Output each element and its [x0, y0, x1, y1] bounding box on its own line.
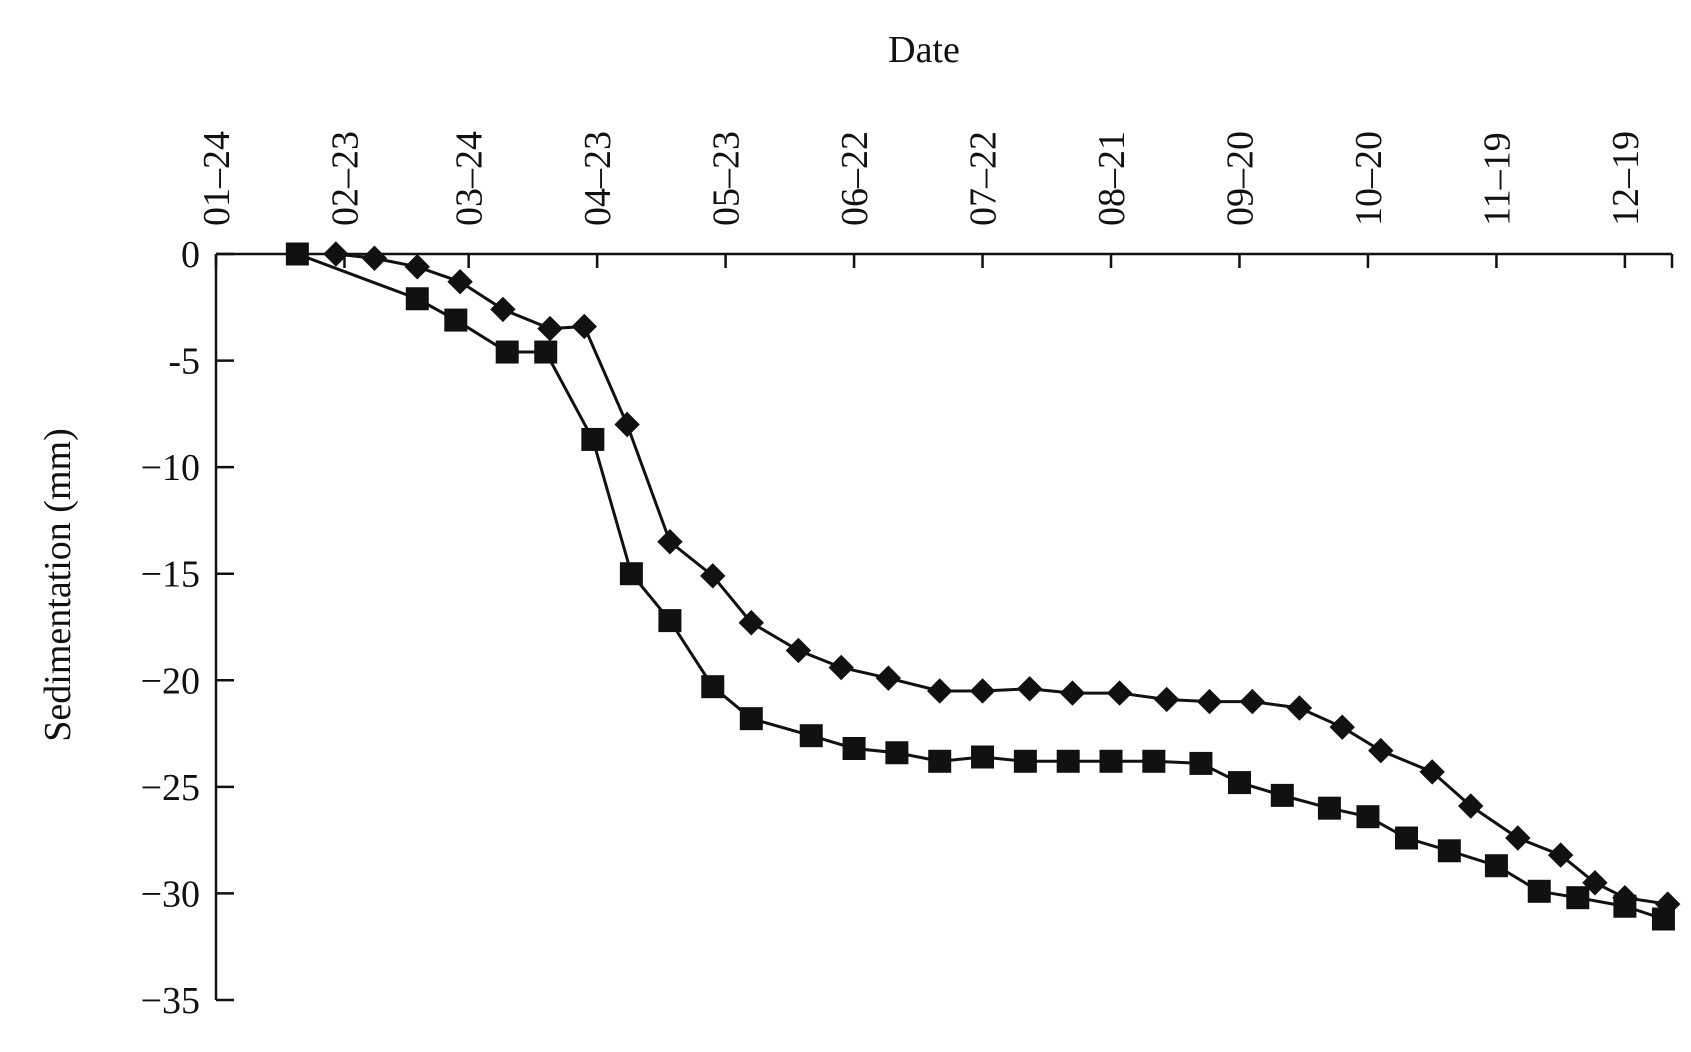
series-2-square-point — [1189, 751, 1213, 775]
series-2-square-point — [405, 287, 429, 311]
series-2-square-point — [1566, 886, 1590, 910]
series-1-diamond-point — [1239, 688, 1266, 715]
series-1-diamond-point — [1016, 676, 1043, 702]
axes — [214, 252, 1672, 1000]
series-2-square-point — [1527, 879, 1551, 903]
x-tick-label: 12–19 — [1605, 131, 1647, 226]
series-2-square-point — [285, 242, 309, 266]
series-1-diamond-point — [490, 296, 516, 323]
series-1-diamond-point — [969, 678, 996, 704]
series-2-square-point — [1356, 805, 1380, 829]
series-2-square-point — [1013, 749, 1037, 773]
series-2-square-point — [885, 741, 909, 765]
x-tick-label: 04–23 — [577, 131, 619, 226]
x-tick-label: 11–19 — [1476, 132, 1518, 226]
series-1-diamond-point — [785, 637, 812, 664]
series-1-diamond-point — [537, 315, 563, 342]
series-1-diamond-point — [1419, 759, 1445, 785]
y-tick-label: 0 — [181, 234, 200, 276]
x-tick-label: 05–23 — [706, 131, 748, 226]
series-1-diamond-point — [1547, 842, 1574, 868]
series-1-diamond-point — [1286, 695, 1313, 721]
y-tick-label: −20 — [141, 660, 200, 702]
series-2-square-point — [1613, 894, 1637, 918]
series-2-square-point — [658, 609, 682, 633]
series-2-square-point — [1099, 749, 1123, 773]
series-1-diamond-point — [1458, 793, 1484, 819]
x-tick-label: 08–21 — [1091, 131, 1133, 226]
series-2-square-point — [534, 340, 558, 364]
series-2-square-point — [1651, 907, 1675, 931]
x-axis-ticks: 01–24 02–23 03–24 04–23 05–23 06–22 07–22 08–21… — [196, 131, 1674, 268]
series-2-square-point — [1317, 796, 1341, 820]
series-1-diamond-point — [614, 411, 640, 438]
series-2-square-point — [928, 749, 952, 773]
y-tick-label: −10 — [141, 447, 200, 489]
series-2-square-point — [842, 736, 866, 760]
series-1-diamond-point — [1196, 688, 1223, 715]
series-2-square-point — [1394, 826, 1418, 850]
x-tick-label: 06–22 — [834, 131, 876, 226]
series-2-square-point — [1484, 854, 1508, 878]
series-1-diamond-point — [1368, 737, 1394, 764]
series-2-square-point — [619, 562, 643, 586]
x-tick-label: 02–23 — [324, 131, 366, 226]
y-tick-label: −30 — [141, 873, 200, 915]
series-1-diamond-point — [738, 610, 765, 636]
series-1-diamond-point — [828, 654, 854, 681]
series-2-square-point — [1437, 839, 1461, 863]
series-2-square-point — [1142, 749, 1166, 773]
series-1-diamond-point — [927, 678, 953, 704]
series-1-diamond-point — [361, 245, 388, 271]
series-1-diamond-point — [404, 254, 430, 280]
series-group — [285, 241, 1681, 931]
y-axis-title: Sedimentation (mm) — [37, 428, 79, 741]
series-1-diamond-point — [1153, 686, 1180, 713]
series-1-diamond-point — [657, 529, 683, 555]
series-1-diamond-point — [1329, 714, 1355, 740]
series-2-square-point — [444, 308, 468, 332]
series-1-diamond-point — [571, 313, 597, 340]
x-tick-label: 10–20 — [1348, 131, 1390, 226]
y-tick-label: −25 — [141, 767, 200, 809]
series-1-diamond-point — [875, 665, 902, 691]
series-2-square-point — [971, 745, 995, 769]
series-1-diamond-point — [1505, 825, 1531, 851]
series-2-square-point — [1270, 783, 1294, 807]
x-tick-label: 09–20 — [1219, 131, 1261, 226]
series-2-square-point — [739, 707, 763, 731]
y-tick-label: −15 — [141, 554, 200, 596]
series-1-diamond-point — [1059, 680, 1086, 706]
series-1-diamond-point — [700, 563, 726, 589]
series-1-diamond-point — [323, 241, 349, 267]
series-2-square-point — [701, 675, 725, 699]
y-tick-label: -5 — [168, 341, 200, 383]
x-tick-label: 01–24 — [196, 131, 238, 226]
x-tick-label: 03–24 — [449, 131, 491, 226]
x-axis-title: Date — [888, 29, 960, 71]
series-1-diamond-point — [1106, 680, 1133, 706]
series-2-square-point — [495, 340, 519, 364]
x-tick-label: 07–22 — [963, 131, 1005, 226]
series-2-square-point — [581, 427, 605, 451]
series-2-square-point — [1056, 749, 1080, 773]
series-2-square-point — [1227, 771, 1251, 795]
y-axis-ticks: 0 -5 −10 −15 −20 −25 −30 −35 — [141, 234, 234, 1022]
y-tick-label: −35 — [141, 980, 200, 1022]
series-2-square-point — [799, 724, 823, 748]
series-1-diamond-point — [447, 269, 473, 295]
